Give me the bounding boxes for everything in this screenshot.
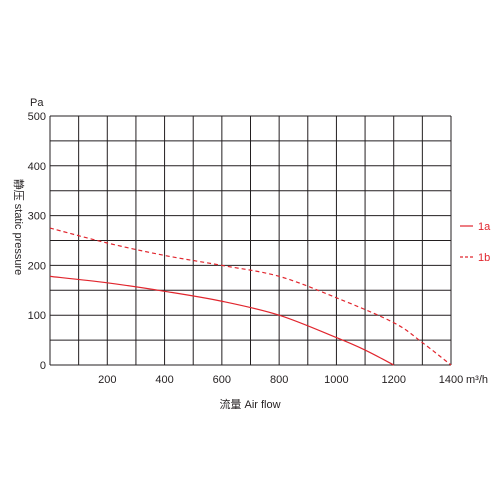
y-tick-label: 400 xyxy=(28,161,46,173)
y-axis-label: 静压 static pressure xyxy=(12,179,26,276)
y-tick-label: 100 xyxy=(28,310,46,322)
grid xyxy=(49,115,452,366)
y-tick-label: 200 xyxy=(28,260,46,272)
legend: 1a 1b xyxy=(460,221,491,264)
x-tick-label: 600 xyxy=(213,374,231,386)
x-tick-label: 1200 xyxy=(381,374,405,386)
legend-label-1a: 1a xyxy=(478,221,491,233)
legend-label-1b: 1b xyxy=(478,252,490,264)
y-tick-label: 300 xyxy=(28,211,46,223)
x-tick-label: 200 xyxy=(98,374,116,386)
x-unit-label: m³/h xyxy=(466,374,488,386)
x-tick-label: 400 xyxy=(155,374,173,386)
y-tick-label: 500 xyxy=(28,111,46,123)
x-tick-label: 800 xyxy=(270,374,288,386)
y-unit-label: Pa xyxy=(30,97,44,109)
x-tick-label: 1400 xyxy=(439,374,463,386)
x-tick-label: 1000 xyxy=(324,374,348,386)
tick-labels: 0 100 200 300 400 500 200 400 600 800 1000 1200 1400 xyxy=(28,111,464,386)
series-line-1a xyxy=(49,275,394,366)
series-line-1b xyxy=(49,227,452,366)
curves xyxy=(49,227,452,366)
y-tick-label: 0 xyxy=(40,360,46,372)
x-axis-label: 流量 Air flow xyxy=(219,397,280,411)
